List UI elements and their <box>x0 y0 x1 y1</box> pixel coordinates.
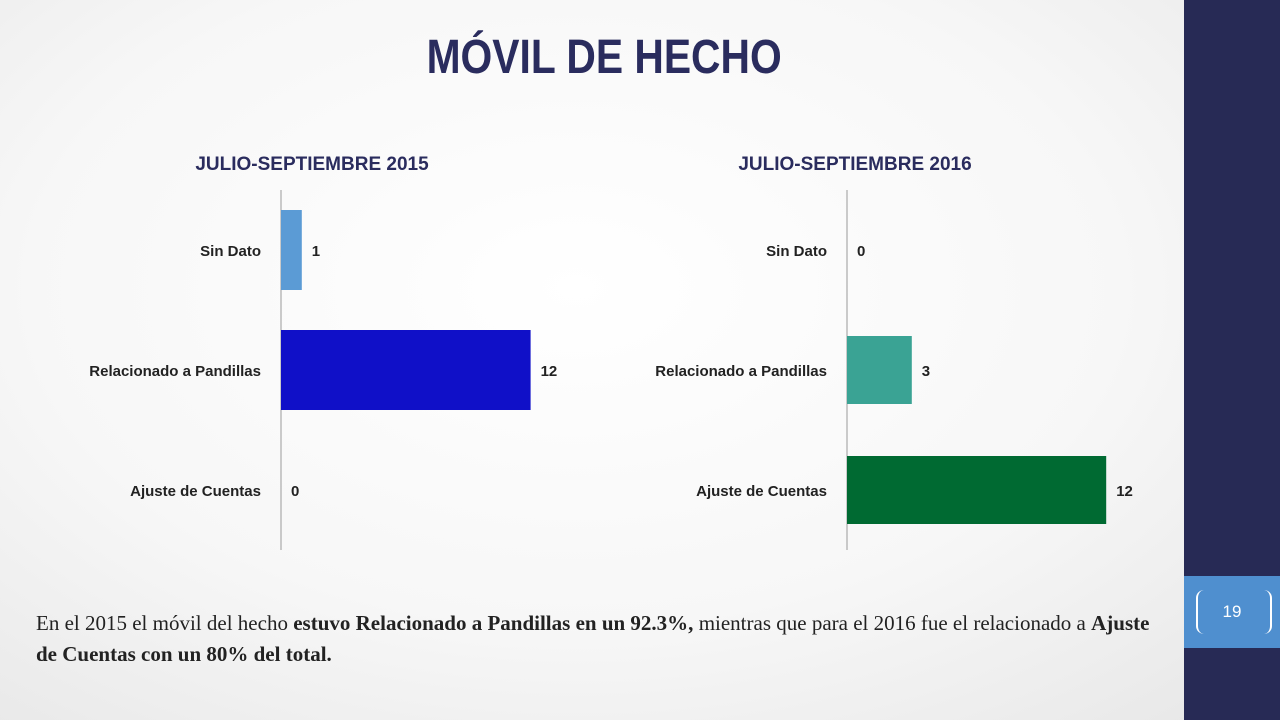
bar-1-2 <box>281 330 531 410</box>
data-label-2-2: 3 <box>922 363 930 380</box>
caption-text-2: mientras que para el 2016 fue el relacio… <box>693 611 1092 635</box>
data-label-1-1: 1 <box>312 243 320 260</box>
slide-title: MÓVIL DE HECHO <box>426 31 782 84</box>
caption-bold-1: estuvo Relacionado a Pandillas en un 92.… <box>293 611 694 635</box>
page-number-tab <box>1184 576 1280 648</box>
category-label-2-1: Sin Dato <box>766 243 827 260</box>
category-label-1-3: Ajuste de Cuentas <box>130 483 261 500</box>
bar-1-1 <box>281 210 302 290</box>
data-label-2-3: 12 <box>1116 483 1133 500</box>
category-label-1-1: Sin Dato <box>200 243 261 260</box>
chart-title-1: JULIO-SEPTIEMBRE 2015 <box>195 154 429 175</box>
page-number-bracket <box>1196 590 1272 634</box>
data-label-1-3: 0 <box>291 483 299 500</box>
bar-2-2 <box>847 336 912 404</box>
charts-area: JULIO-SEPTIEMBRE 2015 Sin Dato 1 Relacionad… <box>89 154 1133 550</box>
category-label-2-2: Relacionado a Pandillas <box>655 363 827 380</box>
chart-title-2: JULIO-SEPTIEMBRE 2016 <box>738 154 971 175</box>
category-label-2-3: Ajuste de Cuentas <box>696 483 827 500</box>
data-label-2-1: 0 <box>857 243 865 260</box>
data-label-1-2: 12 <box>541 363 558 380</box>
caption-text-1: En el 2015 el móvil del hecho <box>36 611 294 635</box>
page-number: 19 <box>1222 602 1242 621</box>
caption-bold-2: Ajuste de Cuentas con un 80% del total. <box>36 611 1150 666</box>
bar-2-3 <box>847 456 1107 524</box>
category-label-1-2: Relacionado a Pandillas <box>89 363 261 380</box>
slide-caption: En el 2015 el móvil del hecho estuvo Rel… <box>36 608 1166 670</box>
